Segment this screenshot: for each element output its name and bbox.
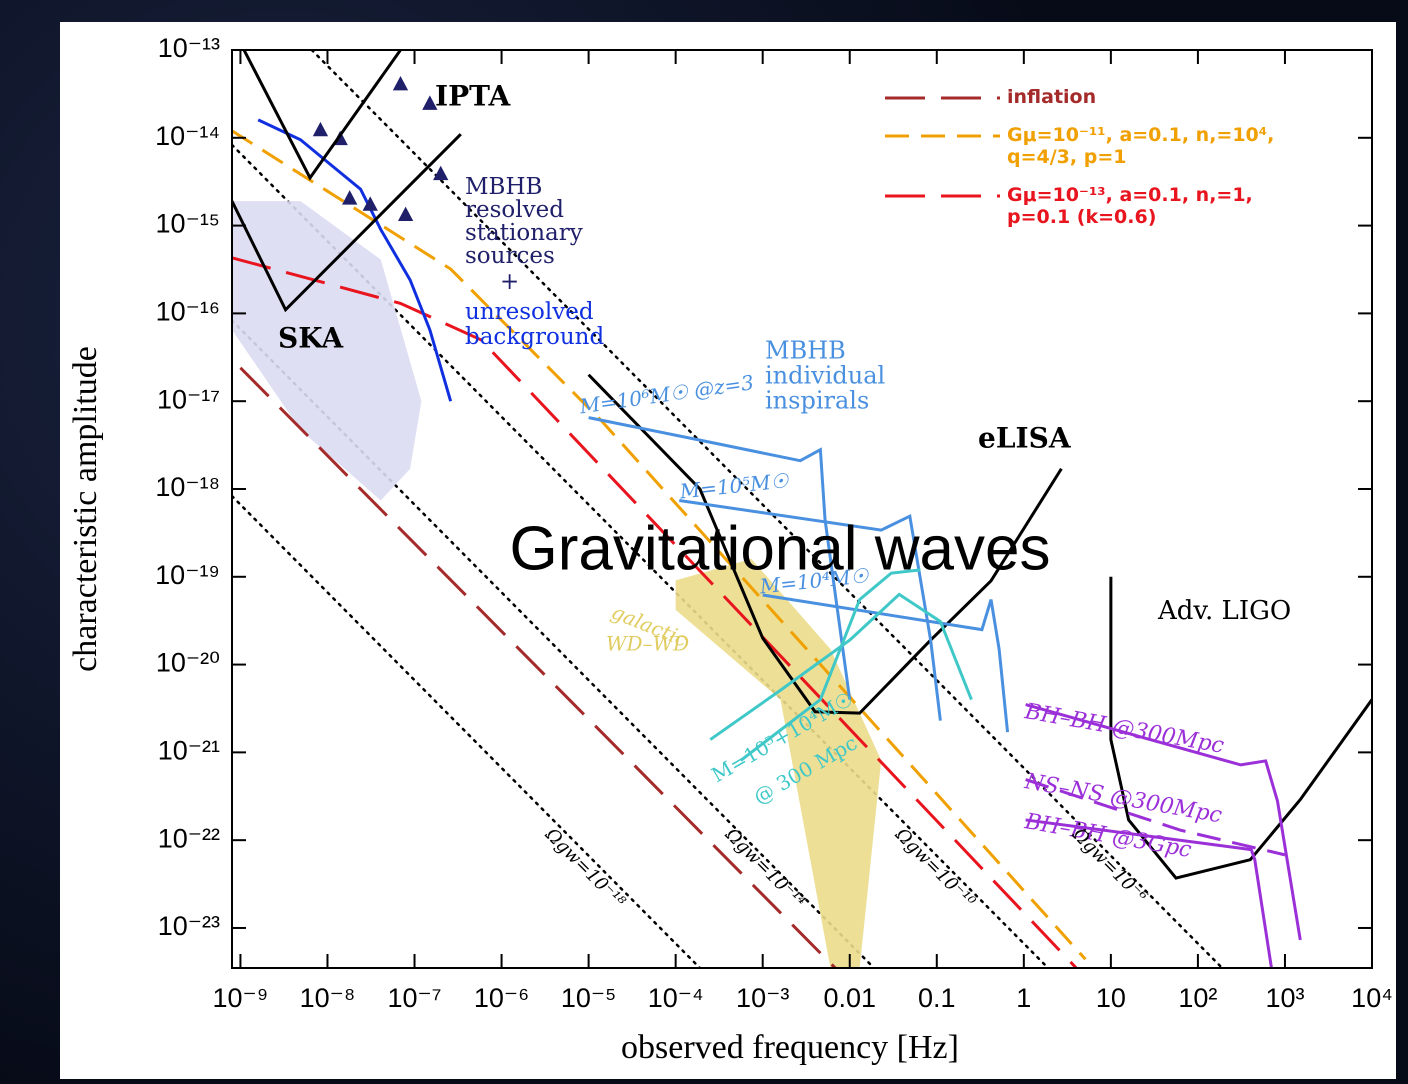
- x-tick-label: 10⁻⁹: [213, 983, 269, 1013]
- page: observed frequency [Hz] characteristic a…: [0, 0, 1408, 1079]
- annotation: Adv. LIGO: [1157, 596, 1291, 626]
- annotation: individual: [765, 362, 885, 390]
- legend-entry: Gμ=10⁻¹¹, a=0.1, n,=10⁴, q=4/3, p=1: [882, 124, 1302, 168]
- x-tick-label: 10²: [1178, 983, 1217, 1013]
- y-tick-label: 10⁻¹⁶: [156, 297, 220, 327]
- x-tick-label: 0.01: [823, 983, 876, 1013]
- annotation: IPTA: [435, 80, 511, 113]
- annotation: sources: [465, 243, 555, 269]
- x-axis-title: observed frequency [Hz]: [621, 1029, 959, 1066]
- y-tick-label: 10⁻²¹: [158, 736, 220, 766]
- x-tick-label: 1: [1016, 983, 1031, 1013]
- annotation: +: [500, 269, 519, 295]
- annotation: background: [465, 324, 604, 350]
- x-tick-label: 10⁻⁸: [300, 983, 356, 1013]
- legend-swatch: [882, 126, 1007, 146]
- annotation: unresolved: [465, 299, 594, 325]
- annotation: SKA: [278, 322, 344, 355]
- legend-entry: Gμ=10⁻¹³, a=0.1, n,=1, p=0.1 (k=0.6): [882, 184, 1302, 228]
- y-tick-label: 10⁻²²: [158, 823, 220, 853]
- annotation: inspirals: [765, 387, 869, 415]
- legend-swatch: [882, 186, 1007, 206]
- y-tick-label: 10⁻¹⁷: [157, 384, 220, 414]
- x-tick-label: 10⁻⁵: [561, 983, 616, 1013]
- y-tick-label: 10⁻²³: [158, 911, 220, 941]
- legend-label: inflation: [1007, 86, 1277, 108]
- legend-entry: inflation: [882, 86, 1302, 108]
- y-tick-label: 10⁻¹⁵: [156, 209, 220, 239]
- x-tick-label: 10⁻⁶: [474, 983, 529, 1013]
- annotation: MBHB: [765, 337, 846, 365]
- chart-title: Gravitational waves: [509, 514, 1050, 583]
- annotation: eLISA: [978, 422, 1072, 455]
- y-tick-label: 10⁻¹⁸: [155, 472, 220, 502]
- legend-swatch: [882, 88, 1007, 108]
- legend: inflation Gμ=10⁻¹¹, a=0.1, n,=10⁴, q=4/3,…: [882, 86, 1302, 244]
- y-tick-label: 10⁻²⁰: [156, 648, 220, 678]
- x-tick-label: 10⁻⁷: [387, 983, 441, 1013]
- y-tick-label: 10⁻¹⁹: [155, 560, 220, 590]
- x-tick-label: 10³: [1265, 983, 1304, 1013]
- annotation: WD–WD: [606, 632, 689, 656]
- x-tick-label: 0.1: [918, 983, 956, 1013]
- x-tick-label: 10⁻³: [736, 983, 789, 1013]
- x-tick-label: 10⁴: [1351, 983, 1393, 1013]
- x-tick-label: 10⁻⁴: [648, 983, 704, 1013]
- legend-label: Gμ=10⁻¹³, a=0.1, n,=1, p=0.1 (k=0.6): [1007, 184, 1277, 228]
- y-tick-label: 10⁻¹³: [158, 33, 220, 63]
- x-tick-label: 10: [1096, 983, 1126, 1013]
- y-tick-label: 10⁻¹⁴: [155, 121, 220, 151]
- legend-label: Gμ=10⁻¹¹, a=0.1, n,=10⁴, q=4/3, p=1: [1007, 124, 1277, 168]
- y-axis-title: characteristic amplitude: [67, 346, 104, 672]
